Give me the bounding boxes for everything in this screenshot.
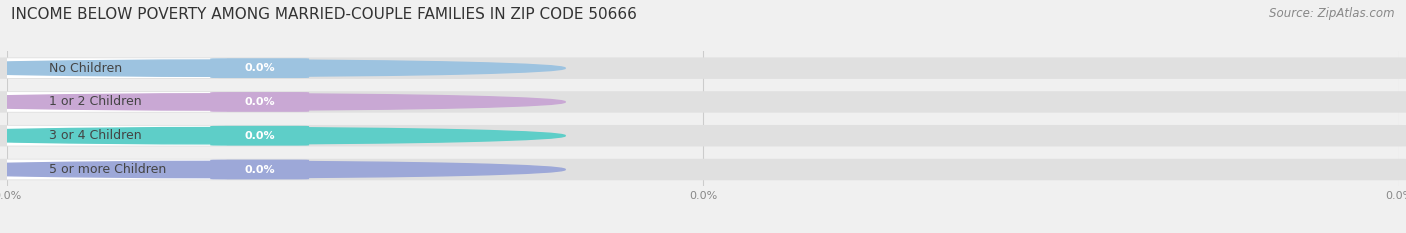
- Text: 1 or 2 Children: 1 or 2 Children: [49, 96, 142, 108]
- Text: 0.0%: 0.0%: [245, 164, 276, 175]
- Text: No Children: No Children: [49, 62, 122, 75]
- FancyBboxPatch shape: [0, 125, 1406, 147]
- FancyBboxPatch shape: [0, 159, 1406, 180]
- Circle shape: [0, 127, 565, 144]
- Text: INCOME BELOW POVERTY AMONG MARRIED-COUPLE FAMILIES IN ZIP CODE 50666: INCOME BELOW POVERTY AMONG MARRIED-COUPL…: [11, 7, 637, 22]
- FancyBboxPatch shape: [0, 160, 226, 179]
- Text: 0.0%: 0.0%: [245, 63, 276, 73]
- FancyBboxPatch shape: [0, 126, 226, 146]
- FancyBboxPatch shape: [211, 92, 309, 112]
- Text: 0.0%: 0.0%: [245, 131, 276, 141]
- Text: Source: ZipAtlas.com: Source: ZipAtlas.com: [1270, 7, 1395, 20]
- Text: 5 or more Children: 5 or more Children: [49, 163, 166, 176]
- Text: 3 or 4 Children: 3 or 4 Children: [49, 129, 142, 142]
- Text: 0.0%: 0.0%: [245, 97, 276, 107]
- FancyBboxPatch shape: [0, 92, 226, 112]
- Circle shape: [0, 94, 565, 110]
- Circle shape: [0, 161, 565, 178]
- FancyBboxPatch shape: [0, 57, 1406, 79]
- FancyBboxPatch shape: [0, 91, 1406, 113]
- FancyBboxPatch shape: [211, 126, 309, 146]
- FancyBboxPatch shape: [0, 58, 226, 78]
- Circle shape: [0, 60, 565, 76]
- FancyBboxPatch shape: [211, 160, 309, 179]
- FancyBboxPatch shape: [211, 58, 309, 78]
